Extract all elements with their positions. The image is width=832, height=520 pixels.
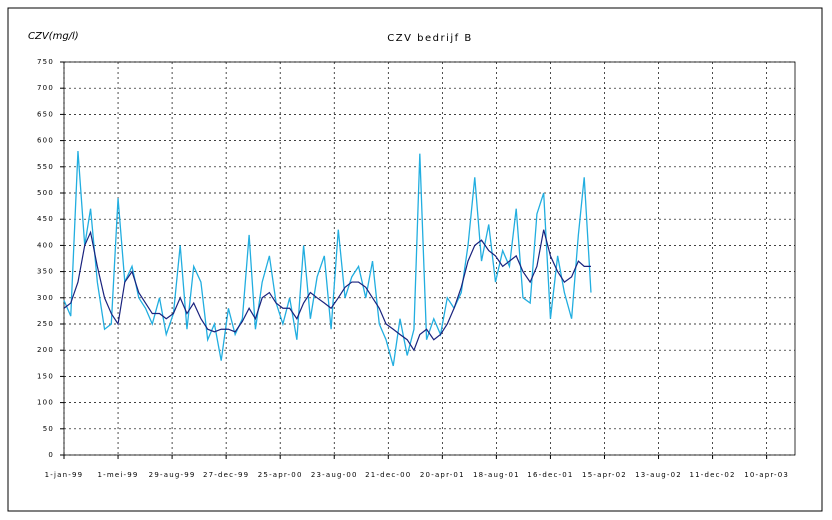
y-tick-label: 450 <box>37 215 54 223</box>
x-tick-label: 20-apr-01 <box>420 471 465 479</box>
x-tick-label: 1-jan-99 <box>45 471 84 479</box>
x-tick-label: 21-dec-00 <box>365 471 411 479</box>
y-tick-label: 100 <box>37 399 54 407</box>
chart-title: CZV bedrijf B <box>387 33 472 44</box>
y-tick-label: 0 <box>48 451 54 459</box>
x-tick-label: 15-apr-02 <box>582 471 627 479</box>
plot-frame <box>63 61 796 456</box>
y-tick-label: 650 <box>37 110 54 118</box>
data-line <box>63 229 591 352</box>
data-line <box>63 151 592 367</box>
y-axis-label: CZV(mg/l) <box>28 31 79 42</box>
x-tick-label: 23-aug-00 <box>311 471 358 479</box>
y-tick-label: 500 <box>37 189 54 197</box>
y-tick-label: 750 <box>37 58 54 66</box>
y-tick-label: 350 <box>37 268 54 276</box>
y-tick-label: 400 <box>37 241 54 249</box>
x-tick-label: 18-aug-01 <box>473 471 520 479</box>
y-tick-label: 300 <box>37 294 54 302</box>
x-tick-label: 16-dec-01 <box>527 471 573 479</box>
y-tick-label: 150 <box>37 372 54 380</box>
chart-frame <box>7 7 823 512</box>
x-tick-label: 25-apr-00 <box>258 471 303 479</box>
y-tick-label: 700 <box>37 84 54 92</box>
y-tick-label: 200 <box>37 346 54 354</box>
x-tick-label: 29-aug-99 <box>149 471 196 479</box>
x-tick-label: 1-mei-99 <box>98 471 139 479</box>
y-tick-label: 250 <box>37 320 54 328</box>
y-tick-label: 50 <box>43 425 54 433</box>
y-tick-label: 550 <box>37 163 54 171</box>
x-tick-label: 27-dec-99 <box>203 471 249 479</box>
x-tick-label: 10-apr-03 <box>744 471 789 479</box>
x-tick-label: 11-dec-02 <box>689 471 735 479</box>
y-tick-label: 600 <box>37 137 54 145</box>
x-tick-label: 13-aug-02 <box>635 471 682 479</box>
